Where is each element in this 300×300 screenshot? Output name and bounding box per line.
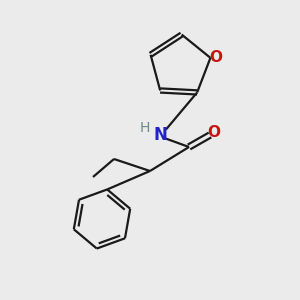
Text: N: N xyxy=(154,126,167,144)
Text: H: H xyxy=(140,122,150,135)
Text: O: O xyxy=(207,125,220,140)
Text: O: O xyxy=(209,50,222,65)
